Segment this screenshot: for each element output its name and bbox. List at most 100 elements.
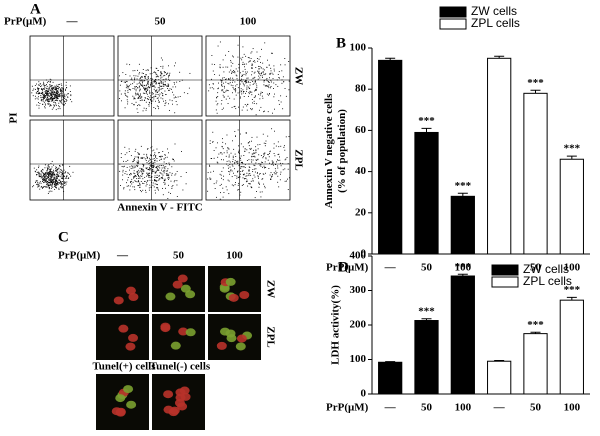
event-dot [54,91,56,93]
event-dot [245,82,247,84]
event-dot [36,174,38,175]
event-dot [46,172,48,174]
event-dot [163,79,165,81]
event-dot [134,176,136,178]
event-dot [285,95,287,97]
event-dot [144,88,145,90]
significance-label: *** [455,180,472,192]
event-dot [50,171,52,173]
event-dot [55,184,57,186]
event-dot [37,184,39,186]
event-dot [40,177,42,179]
event-dot [40,174,42,176]
event-dot [158,174,160,176]
event-dot [263,69,265,71]
event-dot [154,95,156,97]
event-dot [226,163,227,165]
event-dot [69,91,71,92]
event-dot [252,102,254,104]
cell [165,292,176,301]
event-dot [245,132,247,133]
event-dot [174,83,175,85]
event-dot [43,101,45,103]
event-dot [167,168,169,170]
event-dot [142,172,144,174]
bar [487,57,512,255]
event-dot [162,79,164,81]
event-dot [48,175,50,177]
event-dot [155,180,157,182]
event-dot [40,186,42,188]
event-dot [255,150,257,152]
event-dot [124,154,126,156]
event-dot [145,89,147,91]
event-dot [136,86,137,87]
event-dot [64,177,66,179]
event-dot [44,175,46,177]
event-dot [150,147,152,149]
event-dot [53,93,55,95]
event-dot [38,107,40,109]
event-dot [227,103,229,105]
event-dot [44,107,46,109]
event-dot [227,82,229,84]
event-dot [230,69,232,71]
event-dot [60,183,62,185]
event-dot [230,169,232,171]
event-dot [60,186,62,188]
y-tick-label: 200 [350,319,367,331]
event-dot [209,165,211,167]
x-tick-label: — [493,402,506,414]
event-dot [268,94,270,96]
event-dot [162,171,164,173]
event-dot [135,75,137,77]
event-dot [154,189,156,191]
event-dot [51,174,53,176]
event-dot [168,76,169,78]
cell [163,390,174,399]
event-dot [236,175,238,177]
event-dot [270,87,271,89]
event-dot [251,153,253,155]
event-dot [146,84,148,86]
bar [487,360,512,395]
event-dot [160,74,162,76]
event-dot [288,80,290,82]
event-dot [124,90,126,92]
event-dot [232,79,234,81]
event-dot [59,95,61,97]
event-dot [241,93,243,95]
event-dot [59,170,61,172]
event-dot [149,102,151,104]
event-dot [140,85,142,86]
event-dot [52,179,54,181]
event-dot [141,99,143,101]
event-dot [50,89,52,91]
event-dot [124,92,126,94]
event-dot [276,172,278,173]
event-dot [49,98,51,99]
event-dot [144,158,146,160]
event-dot [250,180,252,182]
error-bar [457,192,468,197]
event-dot [152,93,154,95]
event-dot [266,78,268,80]
event-dot [150,155,152,157]
event-dot [143,88,145,89]
event-dot [163,100,164,102]
event-dot [176,104,178,106]
event-dot [246,77,248,79]
event-dot [251,67,253,69]
event-dot [53,174,55,176]
event-dot [258,181,260,183]
event-dot [34,171,36,173]
event-dot [164,154,166,156]
event-dot [278,153,280,155]
event-dot [42,104,44,105]
event-dot [251,66,253,68]
event-dot [48,185,50,187]
event-dot [134,180,136,182]
bar [450,275,475,395]
event-dot [269,77,270,79]
event-dot [261,95,263,97]
